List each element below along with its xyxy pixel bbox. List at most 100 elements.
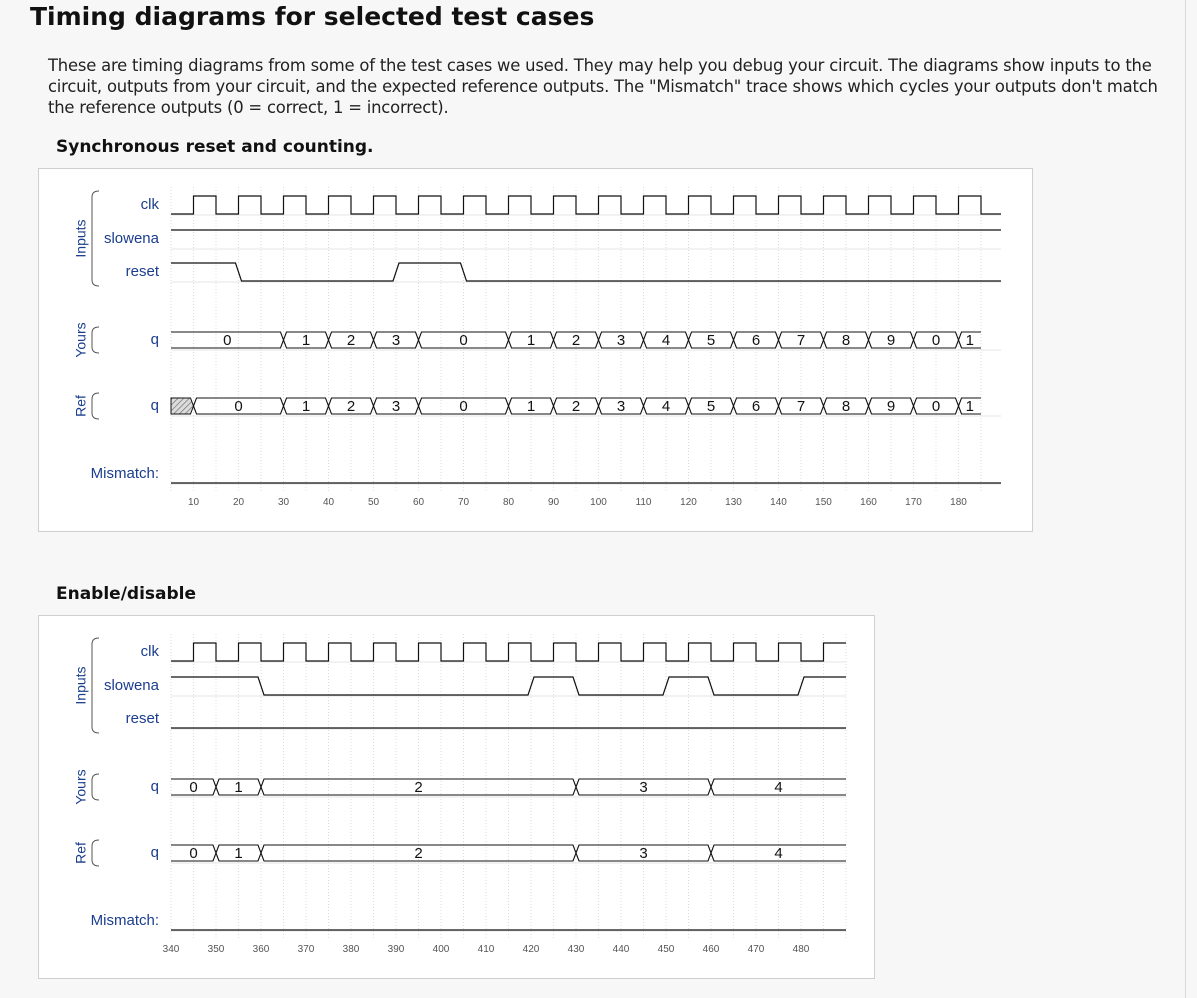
undefined-value-region bbox=[170, 397, 195, 415]
bus-value-label: 0 bbox=[932, 332, 940, 349]
bus-value-label: 0 bbox=[459, 332, 467, 349]
group-label-yours: Yours bbox=[73, 322, 89, 357]
bus-value-label: 3 bbox=[639, 779, 647, 796]
bus-value-label: 4 bbox=[662, 398, 670, 415]
time-tick-label: 430 bbox=[568, 944, 585, 955]
time-tick-label: 150 bbox=[815, 497, 832, 508]
bus-segment bbox=[710, 844, 846, 862]
time-tick-label: 170 bbox=[905, 497, 922, 508]
clk-waveform bbox=[171, 195, 1001, 215]
time-tick-label: 80 bbox=[503, 497, 515, 508]
time-tick-label: 90 bbox=[548, 497, 560, 508]
bus-value-label: 5 bbox=[707, 332, 715, 349]
signal-label-clk: clk bbox=[141, 643, 160, 660]
grid-lines bbox=[170, 187, 1001, 491]
diagram-2-title: Enable/disable bbox=[56, 584, 197, 604]
time-tick-label: 460 bbox=[703, 944, 720, 955]
signal-label-yours-q: q bbox=[151, 331, 159, 348]
time-tick-label: 60 bbox=[413, 497, 425, 508]
time-tick-label: 410 bbox=[478, 944, 495, 955]
time-tick-label: 480 bbox=[793, 944, 810, 955]
bus-value-label: 9 bbox=[887, 332, 895, 349]
time-tick-label: 110 bbox=[636, 497, 652, 508]
time-tick-label: 390 bbox=[388, 944, 405, 955]
time-tick-label: 180 bbox=[950, 497, 967, 508]
page-title: Timing diagrams for selected test cases bbox=[30, 2, 595, 31]
bus-value-label: 3 bbox=[392, 398, 400, 415]
bus-value-label: 1 bbox=[527, 398, 535, 415]
time-tick-label: 450 bbox=[658, 944, 675, 955]
signal-label-mismatch: Mismatch: bbox=[91, 465, 159, 482]
group-bracket bbox=[91, 326, 100, 354]
time-tick-label: 100 bbox=[590, 497, 607, 508]
signal-label-yours-q: q bbox=[151, 778, 159, 795]
time-tick-label: 440 bbox=[613, 944, 630, 955]
bus-value-label: 0 bbox=[189, 845, 197, 862]
bus-value-label: 0 bbox=[932, 398, 940, 415]
time-tick-label: 160 bbox=[860, 497, 877, 508]
time-axis: 340 350 360 370 380 390 400 410 420 430 440 450 460 4… bbox=[163, 944, 810, 955]
bus-value-label: 4 bbox=[774, 845, 782, 862]
time-axis: 10 20 30 40 50 60 70 80 90 100 110 120 130 140 150 160 1… bbox=[188, 497, 967, 508]
bus-segment bbox=[710, 778, 846, 796]
bus-value-label: 1 bbox=[966, 332, 974, 349]
bus-value-label: 8 bbox=[842, 398, 850, 415]
time-tick-label: 360 bbox=[253, 944, 270, 955]
group-label-ref: Ref bbox=[73, 842, 89, 864]
bus-value-label: 7 bbox=[797, 398, 805, 415]
bus-value-label: 2 bbox=[572, 332, 580, 349]
signal-label-slowena: slowena bbox=[104, 230, 160, 247]
ref-q-bus: 0 1 2 3 4 bbox=[171, 844, 846, 862]
group-bracket bbox=[91, 190, 100, 287]
bus-value-label: 4 bbox=[774, 779, 782, 796]
signal-label-ref-q: q bbox=[151, 844, 159, 861]
ref-q-bus: 0 1 2 3 0 1 2 3 4 5 6 7 8 9 0 1 bbox=[170, 397, 981, 415]
bus-value-label: 9 bbox=[887, 398, 895, 415]
bus-value-label: 6 bbox=[752, 332, 760, 349]
bus-segment bbox=[957, 397, 981, 415]
time-tick-label: 140 bbox=[770, 497, 787, 508]
reset-waveform bbox=[171, 262, 1001, 282]
diagram-1-title: Synchronous reset and counting. bbox=[56, 137, 374, 157]
time-tick-label: 380 bbox=[343, 944, 360, 955]
timing-svg: Inputs Yours Ref clk slowena reset q q Mismatch:… bbox=[73, 634, 847, 955]
group-bracket bbox=[91, 637, 100, 734]
time-tick-label: 70 bbox=[458, 497, 470, 508]
timing-diagram-reset-counting: Inputs Yours Ref clk slowena reset q q Mismatch:… bbox=[38, 168, 1033, 532]
bus-value-label: 1 bbox=[234, 845, 242, 862]
time-tick-label: 20 bbox=[233, 497, 245, 508]
intro-paragraph: These are timing diagrams from some of t… bbox=[48, 56, 1158, 117]
time-tick-label: 420 bbox=[523, 944, 540, 955]
time-tick-label: 130 bbox=[725, 497, 742, 508]
bus-value-label: 2 bbox=[414, 779, 422, 796]
signal-label-slowena: slowena bbox=[104, 677, 160, 694]
bus-value-label: 3 bbox=[392, 332, 400, 349]
bus-value-label: 4 bbox=[662, 332, 670, 349]
bus-value-label: 3 bbox=[617, 332, 625, 349]
bus-value-label: 0 bbox=[189, 779, 197, 796]
bus-value-label: 1 bbox=[966, 398, 974, 415]
time-tick-label: 10 bbox=[188, 497, 200, 508]
group-bracket bbox=[91, 839, 100, 867]
time-tick-label: 350 bbox=[208, 944, 225, 955]
time-tick-label: 340 bbox=[163, 944, 180, 955]
bus-value-label: 5 bbox=[707, 398, 715, 415]
bus-value-label: 0 bbox=[223, 332, 231, 349]
bus-value-label: 3 bbox=[617, 398, 625, 415]
group-label-inputs: Inputs bbox=[73, 219, 89, 257]
timing-svg: Inputs Yours Ref clk slowena reset q q Mismatch:… bbox=[73, 187, 1001, 508]
bus-value-label: 2 bbox=[414, 845, 422, 862]
yours-q-bus: 0 1 2 3 0 1 2 3 4 5 6 7 8 9 0 1 bbox=[171, 331, 981, 349]
bus-value-label: 1 bbox=[527, 332, 535, 349]
group-label-inputs: Inputs bbox=[73, 666, 89, 704]
time-tick-label: 120 bbox=[680, 497, 697, 508]
signal-label-clk: clk bbox=[141, 196, 160, 213]
group-bracket bbox=[91, 773, 100, 801]
signal-label-reset: reset bbox=[126, 263, 160, 280]
grid-lines bbox=[170, 634, 847, 938]
yours-q-bus: 0 1 2 3 4 bbox=[171, 778, 846, 796]
bus-value-label: 1 bbox=[302, 332, 310, 349]
group-label-ref: Ref bbox=[73, 395, 89, 417]
time-tick-label: 370 bbox=[298, 944, 315, 955]
bus-value-label: 1 bbox=[234, 779, 242, 796]
